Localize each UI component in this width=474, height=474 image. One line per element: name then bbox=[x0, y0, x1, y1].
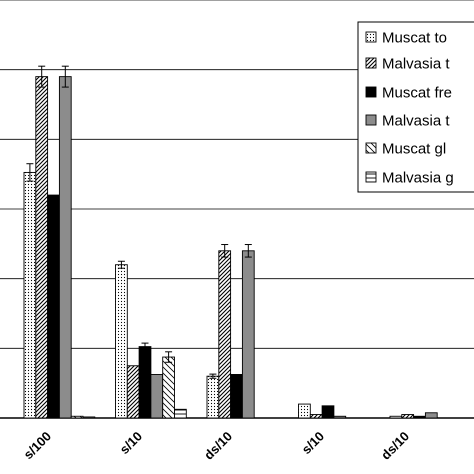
bar bbox=[389, 415, 403, 419]
bar bbox=[424, 412, 438, 419]
bar bbox=[230, 374, 243, 419]
legend-swatch bbox=[365, 57, 377, 69]
bar bbox=[35, 76, 49, 419]
bar bbox=[174, 408, 187, 419]
legend: Muscat to Malvasia t Muscat fre Malvasia t M… bbox=[357, 21, 474, 193]
bar bbox=[206, 375, 220, 419]
legend-label: Malvasia g bbox=[382, 170, 454, 187]
bar bbox=[23, 171, 37, 419]
bar bbox=[126, 365, 140, 419]
x-tick-labels: s/100 s/10 ds/10 s/10 ds/10 bbox=[21, 429, 413, 463]
x-tick-label: s/10 bbox=[117, 429, 146, 458]
bar bbox=[309, 414, 323, 419]
bar bbox=[218, 250, 232, 419]
legend-swatch bbox=[365, 171, 377, 183]
bar bbox=[241, 250, 255, 419]
x-tick-label: ds/10 bbox=[201, 429, 235, 463]
bar bbox=[333, 415, 347, 419]
bar bbox=[401, 414, 415, 419]
legend-swatch bbox=[365, 142, 377, 154]
bar bbox=[70, 415, 84, 419]
bar bbox=[82, 416, 96, 419]
bar bbox=[321, 405, 335, 419]
legend-label: Malvasia t bbox=[382, 113, 450, 130]
legend-label: Muscat to bbox=[382, 30, 447, 47]
bar bbox=[47, 194, 60, 419]
legend-box bbox=[357, 21, 474, 193]
x-tick-label: s/10 bbox=[299, 429, 328, 458]
legend-label: Muscat gl bbox=[382, 141, 446, 158]
bar bbox=[413, 415, 426, 419]
legend-label: Malvasia t bbox=[382, 56, 450, 73]
x-tick-label: ds/10 bbox=[378, 429, 412, 463]
bar bbox=[115, 264, 128, 419]
legend-swatch bbox=[365, 114, 377, 126]
bar bbox=[58, 76, 72, 419]
legend-swatch bbox=[365, 86, 377, 98]
bars bbox=[23, 65, 438, 419]
legend-swatch bbox=[365, 31, 377, 43]
bar bbox=[150, 374, 164, 419]
bar bbox=[162, 356, 175, 419]
bar bbox=[298, 403, 311, 419]
legend-label: Muscat fre bbox=[382, 85, 452, 102]
bar bbox=[138, 346, 152, 419]
x-tick-label: s/100 bbox=[21, 429, 55, 463]
